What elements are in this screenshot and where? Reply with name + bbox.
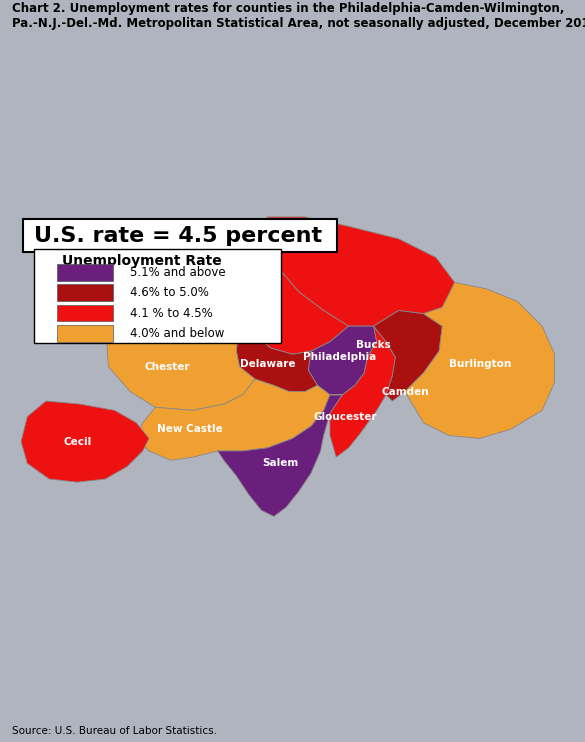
Text: Unemployment Rate: Unemployment Rate <box>62 254 222 268</box>
Polygon shape <box>174 239 349 354</box>
Text: Salem: Salem <box>262 459 298 468</box>
Text: Bucks: Bucks <box>356 340 391 350</box>
Text: New Castle: New Castle <box>157 424 222 434</box>
Polygon shape <box>308 326 377 395</box>
FancyBboxPatch shape <box>57 305 113 321</box>
Polygon shape <box>136 379 330 460</box>
Polygon shape <box>374 311 442 401</box>
Text: Burlington: Burlington <box>449 358 511 369</box>
FancyBboxPatch shape <box>23 219 338 252</box>
FancyBboxPatch shape <box>57 284 113 301</box>
FancyBboxPatch shape <box>57 264 113 281</box>
Polygon shape <box>330 326 395 457</box>
Polygon shape <box>249 217 455 326</box>
Polygon shape <box>21 401 149 482</box>
Text: 5.1% and above: 5.1% and above <box>130 266 225 279</box>
Text: Delaware: Delaware <box>240 358 295 369</box>
Text: 4.1 % to 4.5%: 4.1 % to 4.5% <box>130 306 212 320</box>
Text: 4.6% to 5.0%: 4.6% to 5.0% <box>130 286 208 299</box>
Text: Montgomery: Montgomery <box>205 293 280 303</box>
Text: 4.0% and below: 4.0% and below <box>130 326 224 340</box>
Text: Camden: Camden <box>381 387 429 397</box>
Text: Gloucester: Gloucester <box>314 412 377 421</box>
FancyBboxPatch shape <box>34 249 281 344</box>
Polygon shape <box>218 395 342 516</box>
Polygon shape <box>236 320 318 392</box>
Text: U.S. rate = 4.5 percent: U.S. rate = 4.5 percent <box>34 226 322 246</box>
Text: Philadelphia: Philadelphia <box>302 352 376 362</box>
Text: Source: U.S. Bureau of Labor Statistics.: Source: U.S. Bureau of Labor Statistics. <box>12 726 216 736</box>
Text: Chart 2. Unemployment rates for counties in the Philadelphia-Camden-Wilmington,
: Chart 2. Unemployment rates for counties… <box>12 2 585 30</box>
Text: Cecil: Cecil <box>63 436 91 447</box>
Polygon shape <box>405 283 555 439</box>
Text: Chester: Chester <box>145 361 191 372</box>
Polygon shape <box>105 248 255 410</box>
FancyBboxPatch shape <box>57 325 113 341</box>
